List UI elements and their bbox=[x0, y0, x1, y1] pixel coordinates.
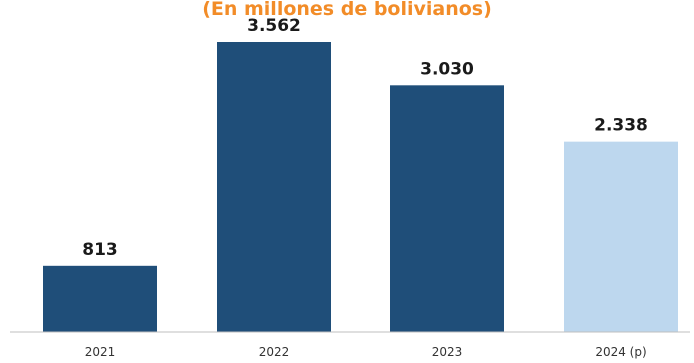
bar-2021 bbox=[43, 265, 157, 332]
x-tick-label: 2021 bbox=[85, 345, 116, 359]
value-label: 3.562 bbox=[247, 16, 301, 36]
x-tick-label: 2024 (p) bbox=[595, 345, 646, 359]
value-label: 3.030 bbox=[420, 59, 474, 79]
value-label: 813 bbox=[82, 240, 118, 260]
bar-2022 bbox=[217, 42, 331, 332]
value-label: 2.338 bbox=[594, 116, 648, 136]
bar-2023 bbox=[390, 85, 504, 332]
chart-subtitle: (En millones de bolivianos) bbox=[202, 0, 492, 20]
x-tick-label: 2022 bbox=[259, 345, 290, 359]
bar-2024-p bbox=[564, 141, 678, 332]
bars-group bbox=[43, 42, 678, 332]
x-tick-labels-group: 2021 2022 2023 2024 (p) bbox=[85, 345, 647, 359]
value-labels-group: 813 3.562 3.030 2.338 bbox=[82, 16, 648, 260]
x-tick-label: 2023 bbox=[432, 345, 463, 359]
